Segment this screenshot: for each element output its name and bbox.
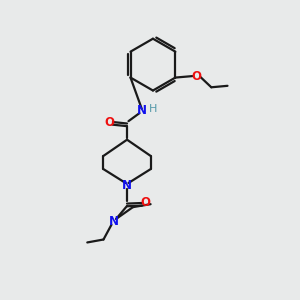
Text: O: O <box>191 70 201 83</box>
Text: N: N <box>122 179 132 192</box>
Text: H: H <box>149 104 157 114</box>
Text: O: O <box>104 116 114 128</box>
Text: N: N <box>137 104 147 117</box>
Text: O: O <box>140 196 150 209</box>
Text: N: N <box>109 215 119 228</box>
